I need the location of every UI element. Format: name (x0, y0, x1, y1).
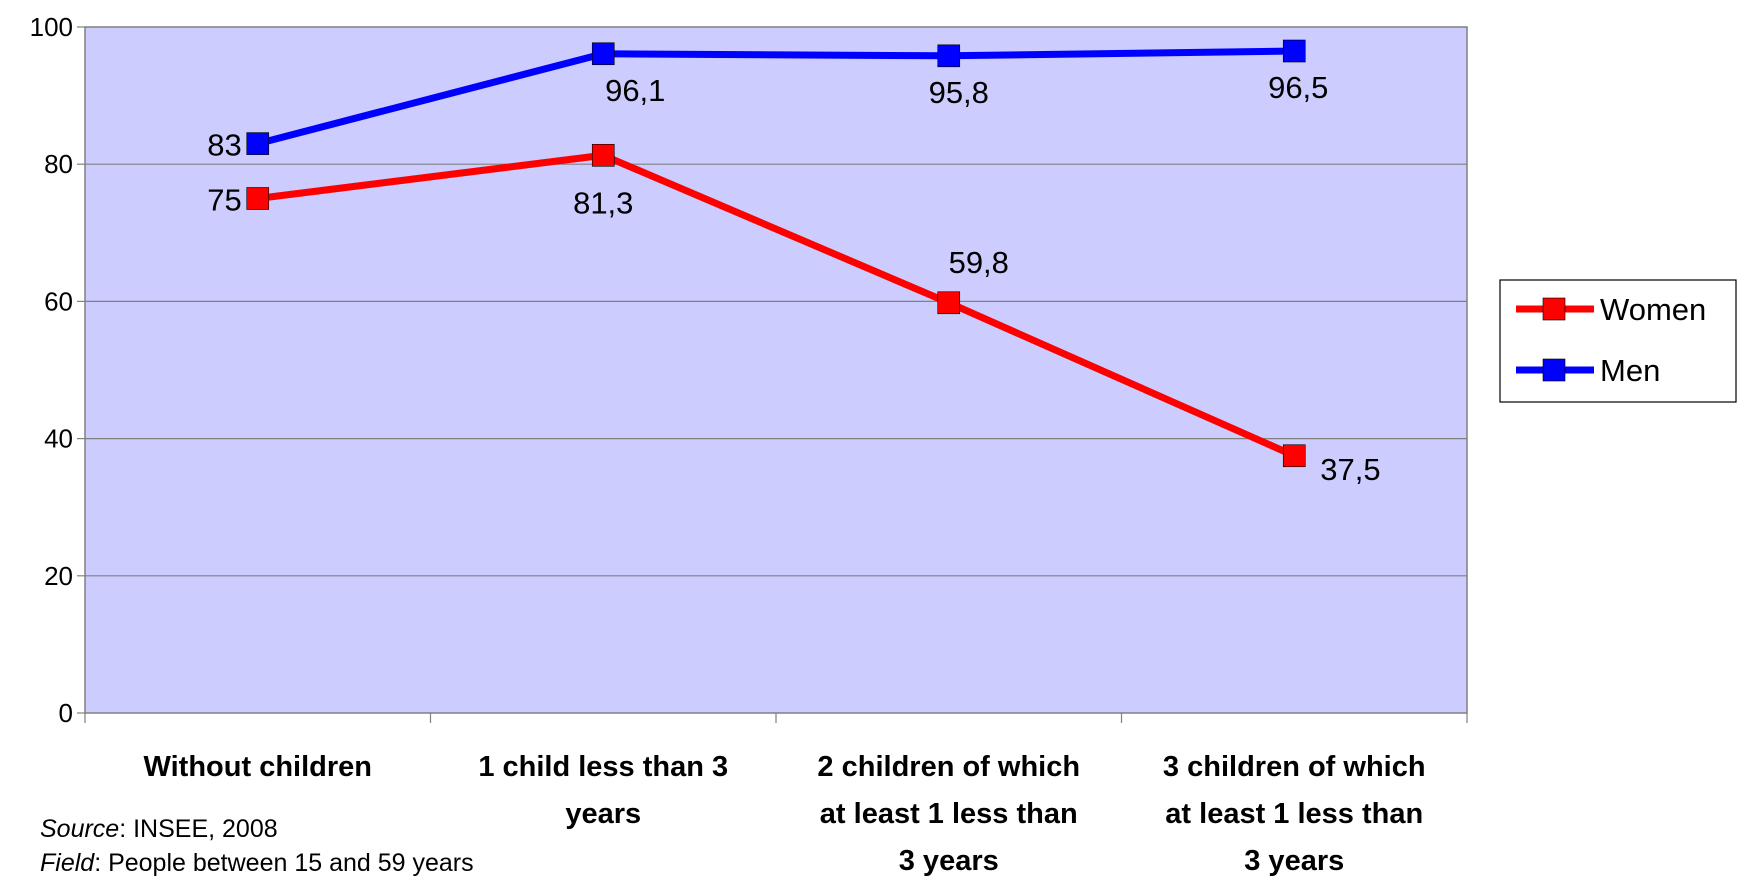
legend-label: Men (1600, 353, 1660, 388)
source-label: Source (40, 815, 120, 843)
category-label-line: 3 years (899, 845, 999, 877)
data-label: 37,5 (1320, 452, 1380, 487)
field-label: Field (40, 849, 95, 877)
y-tick-label: 80 (44, 149, 73, 179)
y-tick-label: 0 (59, 698, 73, 728)
data-label: 75 (207, 183, 241, 218)
series-line-women (257, 151, 1296, 459)
series-line-men (256, 47, 1295, 148)
data-point (937, 291, 961, 315)
data-label: 83 (207, 128, 241, 163)
category-label: 2 children of which at least 1 less than 3… (817, 751, 1080, 877)
data-label: 96,1 (605, 73, 665, 108)
data-point (591, 42, 615, 66)
category-label-line: Without children (144, 751, 373, 783)
category-label: Without children (144, 751, 373, 783)
plot-area (84, 26, 1468, 714)
y-tick-label: 100 (30, 12, 73, 42)
data-label: 81,3 (573, 185, 633, 220)
field-note: Field: People between 15 and 59 years (40, 846, 474, 880)
legend-box (1499, 279, 1737, 403)
legend-marker (1542, 358, 1566, 382)
chart-notes: Source: INSEE, 2008 Field: People betwee… (40, 812, 474, 880)
legend: Women Men (1499, 279, 1737, 403)
source-note: Source: INSEE, 2008 (40, 812, 474, 846)
category-label-line: at least 1 less than (1165, 798, 1423, 830)
legend-marker (1542, 297, 1566, 321)
data-label: 96,5 (1268, 70, 1328, 105)
category-labels: Without children 1 child less than 3 years… (144, 751, 1426, 877)
data-point (1282, 444, 1306, 468)
series-lines (246, 39, 1306, 468)
y-tick-label: 40 (44, 424, 73, 454)
category-label-line: 3 children of which (1163, 751, 1426, 783)
legend-label: Women (1600, 292, 1706, 327)
axes: 0 20 40 60 80 100 (30, 12, 1468, 728)
category-label: 1 child less than 3 years (478, 751, 728, 830)
data-point (246, 132, 270, 155)
data-point (937, 44, 961, 68)
data-point (591, 143, 615, 167)
data-point (246, 187, 270, 210)
category-label-line: at least 1 less than (820, 798, 1078, 830)
gridlines (85, 163, 1467, 577)
category-label: 3 children of which at least 1 less than 3… (1163, 751, 1426, 877)
data-label: 95,8 (929, 75, 989, 110)
category-label-line: 3 years (1244, 845, 1344, 877)
data-label: 59,8 (949, 245, 1009, 280)
category-label-line: years (565, 798, 641, 830)
category-label-line: 1 child less than 3 (478, 751, 728, 783)
y-tick-label: 20 (44, 561, 73, 591)
field-text: : People between 15 and 59 years (94, 849, 474, 877)
data-labels: 75 81,3 59,8 37,5 83 96,1 95,8 96,5 (207, 70, 1380, 487)
data-point (1282, 39, 1306, 63)
y-tick-label: 60 (44, 286, 73, 316)
category-label-line: 2 children of which (817, 751, 1080, 783)
source-text: : INSEE, 2008 (119, 815, 278, 843)
